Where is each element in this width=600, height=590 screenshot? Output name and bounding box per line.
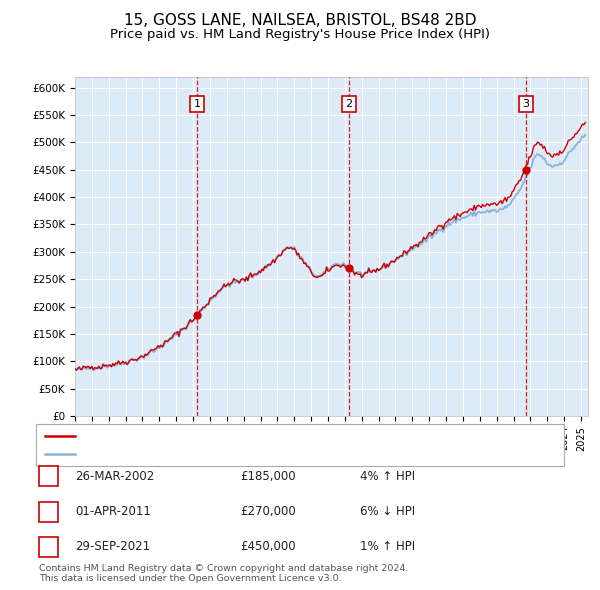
Text: 2: 2 [45,505,52,518]
Text: 01-APR-2011: 01-APR-2011 [75,505,151,518]
Text: £450,000: £450,000 [240,540,296,553]
Text: 1% ↑ HPI: 1% ↑ HPI [360,540,415,553]
Text: HPI: Average price, detached house, North Somerset: HPI: Average price, detached house, Nort… [81,449,356,459]
Text: 3: 3 [523,99,530,109]
Text: 15, GOSS LANE, NAILSEA, BRISTOL, BS48 2BD: 15, GOSS LANE, NAILSEA, BRISTOL, BS48 2B… [124,13,476,28]
Text: 26-MAR-2002: 26-MAR-2002 [75,470,154,483]
Text: Price paid vs. HM Land Registry's House Price Index (HPI): Price paid vs. HM Land Registry's House … [110,28,490,41]
Text: 1: 1 [45,470,52,483]
Text: 4% ↑ HPI: 4% ↑ HPI [360,470,415,483]
Text: 3: 3 [45,540,52,553]
Text: 29-SEP-2021: 29-SEP-2021 [75,540,150,553]
Text: 6% ↓ HPI: 6% ↓ HPI [360,505,415,518]
Text: Contains HM Land Registry data © Crown copyright and database right 2024.
This d: Contains HM Land Registry data © Crown c… [39,563,409,583]
Text: 15, GOSS LANE, NAILSEA, BRISTOL, BS48 2BD (detached house): 15, GOSS LANE, NAILSEA, BRISTOL, BS48 2B… [81,431,416,441]
Text: 1: 1 [193,99,200,109]
Text: £185,000: £185,000 [240,470,296,483]
Text: £270,000: £270,000 [240,505,296,518]
Text: 2: 2 [346,99,353,109]
